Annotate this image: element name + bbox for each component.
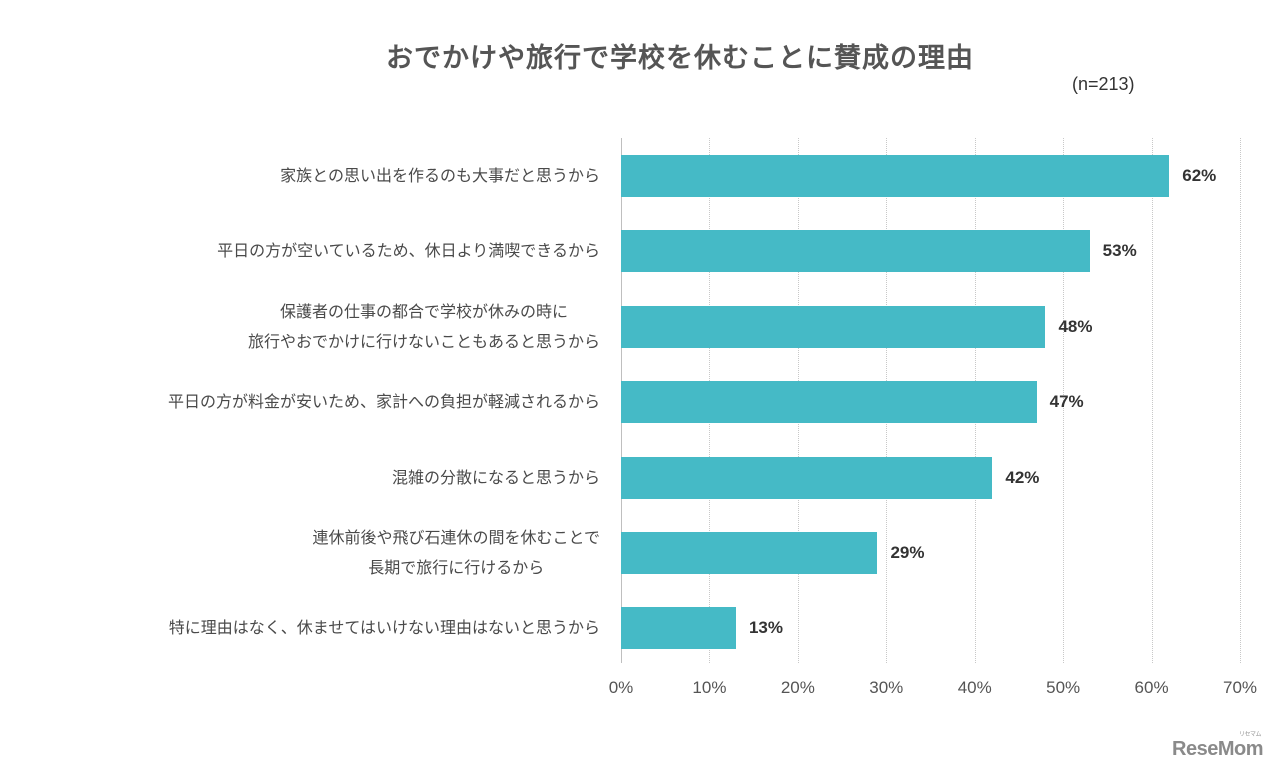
category-label-line: 特に理由はなく、休ませてはいけない理由はないと思うから <box>168 618 600 638</box>
plot-area: 62% 53% 48% 47% 42% 29% 13% <box>621 138 1241 663</box>
category-label: 保護者の仕事の都合で学校が休みの時に旅行やおでかけに行けないこともあると思うから <box>248 297 600 357</box>
bar <box>621 305 1046 348</box>
category-label: 連休前後や飛び石連休の間を休むことで 長期で旅行に行けるから <box>312 523 600 583</box>
bar-value-label: 47% <box>1049 392 1084 412</box>
category-label-line: 連休前後や飛び石連休の間を休むことで <box>312 528 600 547</box>
category-label: 平日の方が料金が安いため、家計への負担が軽減されるから <box>168 387 600 417</box>
bar <box>621 456 993 499</box>
bar-value-label: 62% <box>1182 166 1217 185</box>
category-label-line: 旅行やおでかけに行けないこともあると思うから <box>247 331 600 351</box>
category-label-line: 平日の方が料金が安いため、家計への負担が軽減されるから <box>167 392 600 412</box>
category-label-line: 混雑の分散になると思うから <box>391 467 600 487</box>
x-tick-label: 0% <box>608 678 634 697</box>
sample-size-label: (n=213) <box>1072 74 1135 94</box>
x-tick-label: 40% <box>957 678 992 697</box>
category-label: 特に理由はなく、休ませてはいけない理由はないと思うから <box>169 613 600 643</box>
bar <box>621 607 736 650</box>
gridline <box>1063 138 1065 663</box>
x-tick-label: 70% <box>1222 678 1258 697</box>
bar-value-label: 53% <box>1102 241 1137 261</box>
x-tick-label: 50% <box>1046 678 1081 697</box>
category-label: 平日の方が空いているため、休日より満喫できるから <box>217 236 600 266</box>
x-tick-label: 60% <box>1134 678 1169 697</box>
bar <box>621 381 1037 424</box>
bar <box>621 230 1090 273</box>
category-label: 混雑の分散になると思うから <box>392 463 600 493</box>
chart-title: おでかけや旅行で学校を休むことに賛成の理由 <box>386 43 974 74</box>
category-label-line: 長期で旅行に行けるから <box>368 558 545 577</box>
gridline <box>1151 138 1153 663</box>
bar-value-label: 42% <box>1005 467 1040 487</box>
bar-value-label: 48% <box>1058 316 1093 336</box>
category-label: 家族との思い出を作るのも大事だと思うから <box>280 161 600 191</box>
category-label-line: 家族との思い出を作るのも大事だと思うから <box>280 166 600 185</box>
x-tick-label: 30% <box>869 678 904 697</box>
x-tick-label: 20% <box>780 678 815 697</box>
logo-kana: リセマム <box>1238 732 1262 738</box>
logo-text: ReseMom <box>1172 738 1263 760</box>
bar <box>621 532 878 574</box>
category-label-line: 保護者の仕事の都合で学校が休みの時に <box>279 301 568 321</box>
category-label-line: 平日の方が空いているため、休日より満喫できるから <box>217 241 600 261</box>
gridline <box>1240 138 1241 663</box>
resemom-logo: ReseMom リセマム <box>1172 732 1263 761</box>
x-tick-label: 10% <box>692 678 727 697</box>
bar-value-label: 13% <box>748 618 783 638</box>
bar-value-label: 29% <box>890 543 925 562</box>
bar <box>621 155 1170 197</box>
